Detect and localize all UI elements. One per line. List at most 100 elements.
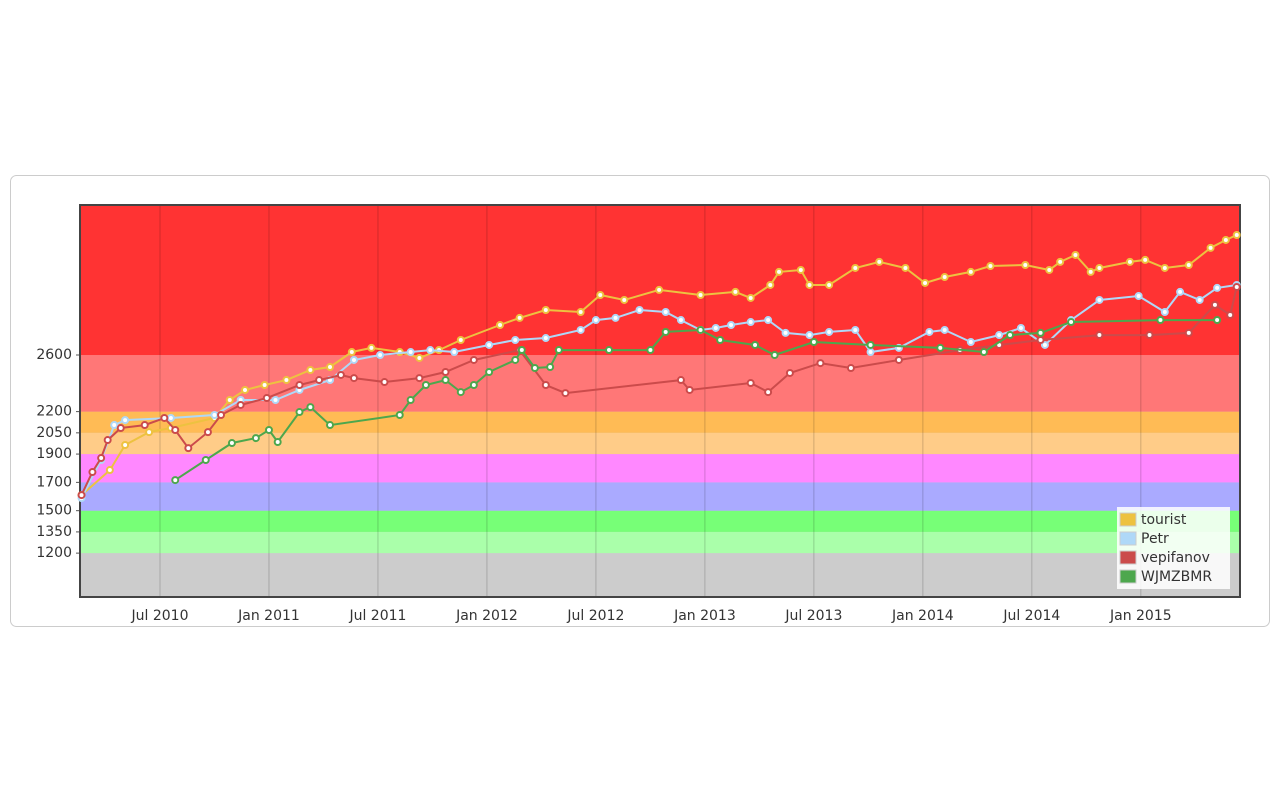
data-point [846,364,855,373]
x-tick-label: Jan 2015 [1109,608,1172,624]
data-point [1125,257,1134,266]
data-point [901,263,910,272]
data-point [347,348,356,357]
data-point [676,376,685,385]
data-point [227,439,236,448]
data-point [456,336,465,345]
data-point [171,476,180,485]
data-point [295,381,304,390]
data-point [395,411,404,420]
data-point [367,343,376,352]
data-point [1210,300,1219,309]
data-point [561,389,570,398]
y-tick-label: 2050 [36,425,72,441]
data-point [661,307,670,316]
data-point [1184,261,1193,270]
data-point [201,456,210,465]
data-point [203,428,212,437]
data-point [711,323,720,332]
data-point [546,363,555,372]
data-point [1176,287,1185,296]
x-tick-label: Jul 2013 [784,608,842,624]
data-point [661,327,670,336]
data-point [1095,295,1104,304]
data-point [121,441,130,450]
data-point [866,348,875,357]
data-point [1067,318,1076,327]
y-tick-label: 1700 [36,474,72,490]
legend-label: Petr [1141,531,1169,547]
data-point [1160,307,1169,316]
data-point [306,403,315,412]
data-point [450,348,459,357]
data-point [315,376,324,385]
data-point [746,318,755,327]
data-point [576,325,585,334]
data-point [210,411,219,420]
rating-band [80,432,1240,455]
data-point [1021,261,1030,270]
data-point [426,346,435,355]
x-tick-label: Jul 2010 [131,608,189,624]
data-point [611,313,620,322]
legend-label: vepifanov [1141,550,1210,566]
data-point [875,257,884,266]
data-point [1160,263,1169,272]
rating-band [80,531,1240,554]
data-point [406,348,415,357]
data-point [785,368,794,377]
data-point [925,327,934,336]
legend-label: WJMZBMR [1141,569,1212,585]
data-point [282,376,291,385]
data-point [851,325,860,334]
data-point [541,381,550,390]
data-point [530,364,539,373]
rating-band [80,454,1240,483]
data-point [511,355,520,364]
data-point [979,348,988,357]
data-point [145,428,154,437]
x-tick-label: Jul 2014 [1002,608,1060,624]
rating-band [80,205,1240,356]
data-point [685,385,694,394]
data-point [273,438,282,447]
data-point [415,353,424,362]
data-point [1145,331,1154,340]
data-point [1232,282,1241,291]
data-point [262,394,271,403]
data-point [805,331,814,340]
data-point [1184,328,1193,337]
data-point [1040,340,1049,349]
data-point [851,263,860,272]
x-tick-label: Jan 2014 [891,608,954,624]
data-point [349,374,358,383]
data-point [781,328,790,337]
y-tick-label: 1500 [36,503,72,519]
data-point [775,267,784,276]
data-point [1006,331,1015,340]
data-point [236,400,245,409]
data-point [421,381,430,390]
data-point [825,327,834,336]
data-point [986,261,995,270]
data-point [936,343,945,352]
data-point [441,376,450,385]
data-point [894,355,903,364]
data-point [635,306,644,315]
data-point [1213,316,1222,325]
data-point [1095,263,1104,272]
data-point [1226,310,1235,319]
data-point [225,396,234,405]
data-point [805,280,814,289]
data-point [415,374,424,383]
data-point [1045,265,1054,274]
data-point [809,337,818,346]
data-point [825,280,834,289]
data-point [517,346,526,355]
y-tick-label: 2200 [36,404,72,420]
data-point [160,413,169,422]
data-point [866,340,875,349]
x-tick-label: Jan 2011 [237,608,300,624]
data-point [97,454,106,463]
